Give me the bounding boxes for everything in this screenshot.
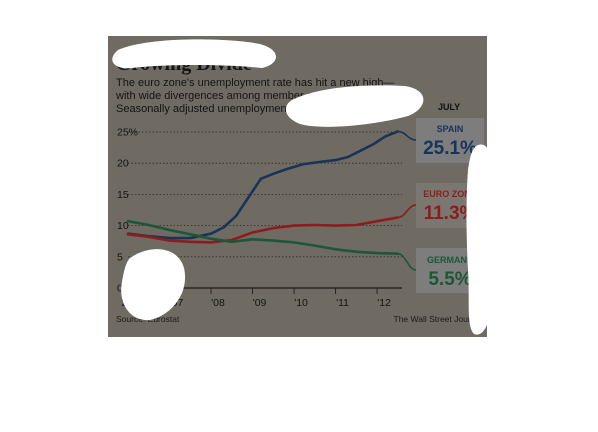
y-tick-label: 5 [117,251,123,263]
white-overlay-blobs [112,39,493,335]
series-connector-germany [397,252,417,271]
euro-zone-series-name: EURO ZONE [423,189,477,199]
series-line-spain [126,130,400,240]
x-tick-label: '09 [253,297,267,309]
y-tick-label: 0 [117,283,123,295]
x-tick-label: '12 [377,297,391,309]
series-line-euro-zone [126,216,400,244]
y-tick-labels: 0 5 10 15 20 25% [117,127,138,295]
y-tick-label: 15 [117,189,129,201]
overlay-blob-bottom-left [121,249,186,321]
chart-subtitle-line-1: The euro zone's unemployment rate has hi… [116,77,394,89]
publisher-credit: The Wall Street Journal [394,314,483,324]
series-connector-spain [397,130,417,141]
y-tick-label: 25% [117,127,138,139]
series-line-germany [126,219,400,255]
x-tick-label: '11 [336,297,349,309]
gridlines [128,131,402,294]
latest-month-header: JULY [438,102,460,112]
series-lines [126,130,417,271]
chart-subtitle-line-3: Seasonally adjusted unemployment rate [116,103,312,115]
germany-series-name: GERMANY [427,255,473,265]
germany-latest-value: 5.5% [428,269,471,290]
overlay-blob-top-left [112,39,277,69]
x-tick-label: '08 [211,297,225,309]
spain-series-name: SPAIN [437,124,464,134]
series-connector-euro-zone [397,204,417,219]
overlay-blob-right-edge [466,144,493,335]
y-tick-label: 10 [117,220,129,232]
overlay-blob-top-middle [285,85,424,127]
spain-latest-value: 25.1% [423,138,477,159]
y-tick-label: 20 [117,158,129,170]
x-tick-label: '10 [294,297,308,309]
euro-zone-latest-value: 11.3% [424,203,477,224]
